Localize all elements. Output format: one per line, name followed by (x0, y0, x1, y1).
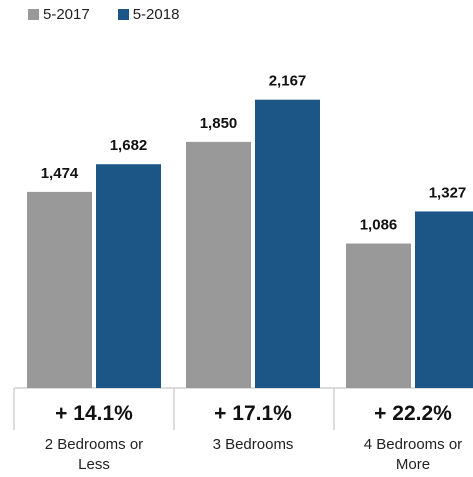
change-label: + 22.2% (374, 402, 452, 425)
bar-5-2017-0 (27, 191, 92, 388)
bar-5-2017-1 (186, 141, 251, 388)
bar-5-2018-2 (415, 211, 473, 388)
change-label: + 17.1% (214, 402, 292, 425)
legend-label-2018: 5-2018 (132, 6, 180, 23)
category-label: Less (78, 456, 110, 473)
legend-swatch-2017 (28, 9, 39, 20)
data-label: 1,086 (360, 217, 398, 234)
category-label: 3 Bedrooms (213, 436, 294, 453)
category-label: More (396, 456, 430, 473)
data-label: 1,850 (200, 115, 238, 132)
change-label: + 14.1% (55, 402, 133, 425)
data-label: 1,327 (429, 184, 467, 201)
legend-item-2017: 5-2017 (28, 6, 90, 23)
data-label: 2,167 (269, 73, 307, 90)
legend-item-2018: 5-2018 (117, 6, 180, 23)
bar-5-2017-2 (346, 243, 411, 388)
bar-5-2018-1 (255, 99, 320, 388)
legend-label-2017: 5-2017 (43, 6, 90, 23)
data-label: 1,474 (41, 165, 79, 182)
data-label: 1,682 (110, 137, 148, 154)
category-label: 2 Bedrooms or (45, 436, 143, 453)
legend-swatch-2018 (117, 9, 129, 20)
category-label: 4 Bedrooms or (364, 436, 462, 453)
bar-5-2018-0 (96, 164, 161, 388)
legend: 5-2017 5-2018 (28, 6, 179, 23)
